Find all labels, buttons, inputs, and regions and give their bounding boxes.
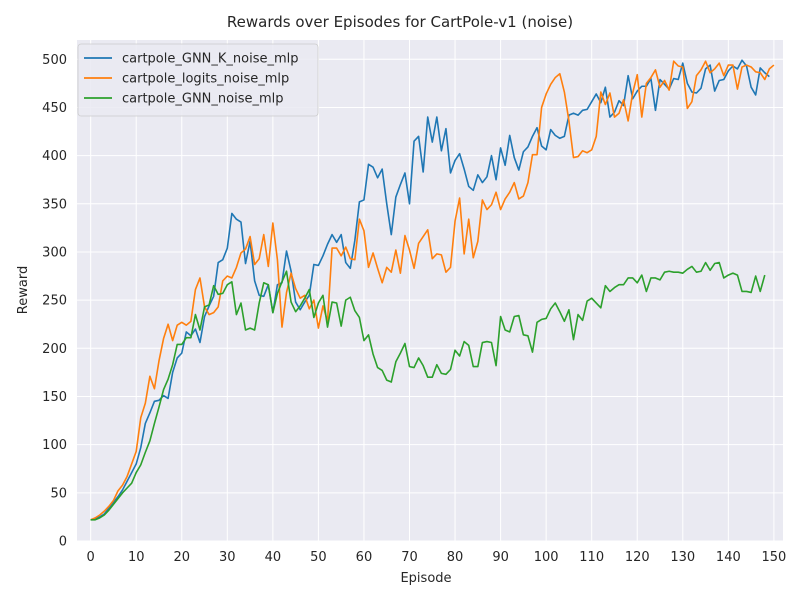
y-tick-label: 200 [42,342,67,357]
x-tick-label: 60 [356,550,373,565]
x-tick-label: 50 [310,550,327,565]
gridlines [77,40,783,542]
x-tick-label: 70 [401,550,418,565]
x-tick-label: 140 [716,550,741,565]
y-tick-label: 150 [42,390,67,405]
legend-box [77,43,319,117]
y-tick-label: 400 [42,149,67,164]
legend-label: cartpole_GNN_noise_mlp [122,92,284,107]
x-tick-label: 0 [87,550,95,565]
series-line-2 [90,261,766,521]
legend-label: cartpole_logits_noise_mlp [122,72,289,87]
series-line-0 [90,59,770,521]
y-tick-label: 450 [42,101,67,116]
chart-title: Rewards over Episodes for CartPole-v1 (n… [227,13,573,31]
y-tick-label: 0 [59,535,67,550]
x-tick-label: 40 [265,550,282,565]
series-lines [90,59,775,521]
x-tick-label: 80 [447,550,464,565]
x-tick-label: 90 [492,550,509,565]
y-axis-label: Reward [16,266,31,314]
x-tick-label: 100 [534,550,559,565]
x-tick-labels: 0 10 20 30 40 50 60 70 80 90 100 110 120 130 140 150 [87,550,787,565]
y-tick-labels: 0 50 100 150 200 250 300 350 400 450 500 [42,53,67,550]
x-tick-label: 130 [670,550,695,565]
legend-label: cartpole_GNN_K_noise_mlp [122,52,299,67]
x-tick-label: 30 [219,550,236,565]
legend: cartpole_GNN_K_noise_mlp cartpole_logits_… [77,43,319,117]
x-tick-label: 20 [173,550,190,565]
y-tick-label: 500 [42,53,67,68]
x-tick-label: 120 [625,550,650,565]
y-tick-label: 250 [42,294,67,309]
y-tick-label: 50 [50,486,67,501]
x-tick-label: 110 [579,550,604,565]
y-tick-label: 300 [42,245,67,260]
y-tick-label: 100 [42,438,67,453]
x-axis-label: Episode [400,571,451,586]
x-tick-label: 10 [128,550,145,565]
y-tick-label: 350 [42,197,67,212]
x-tick-label: 150 [761,550,786,565]
